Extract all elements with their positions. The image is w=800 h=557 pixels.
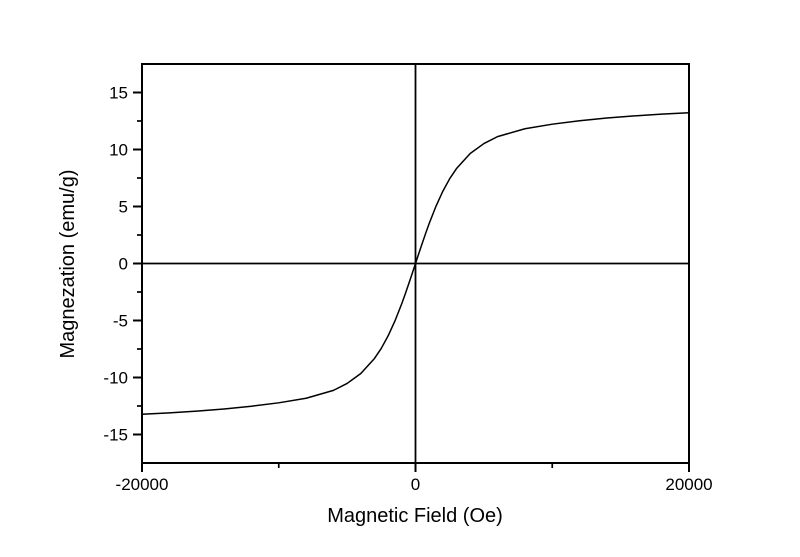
x-tick-label: 20000 bbox=[665, 475, 712, 494]
y-tick-label: 15 bbox=[109, 83, 128, 102]
axis-tick-labels: -20000 0 20000 -15 -10 -5 0 5 10 15 bbox=[103, 83, 712, 494]
y-axis-title: Magnezation (emu/g) bbox=[57, 170, 79, 359]
axis-ticks bbox=[133, 91, 690, 472]
x-tick-label: -20000 bbox=[116, 475, 169, 494]
y-tick-label: 10 bbox=[109, 140, 128, 159]
x-axis-title: Magnetic Field (Oe) bbox=[327, 505, 503, 527]
magnetization-curve bbox=[141, 112, 690, 415]
y-tick-label: -5 bbox=[113, 311, 128, 330]
y-tick-label: -10 bbox=[103, 368, 128, 387]
y-tick-label: 0 bbox=[119, 254, 128, 273]
x-tick-label: 0 bbox=[411, 475, 420, 494]
y-tick-label: 5 bbox=[119, 197, 128, 216]
y-tick-label: -15 bbox=[103, 425, 128, 444]
